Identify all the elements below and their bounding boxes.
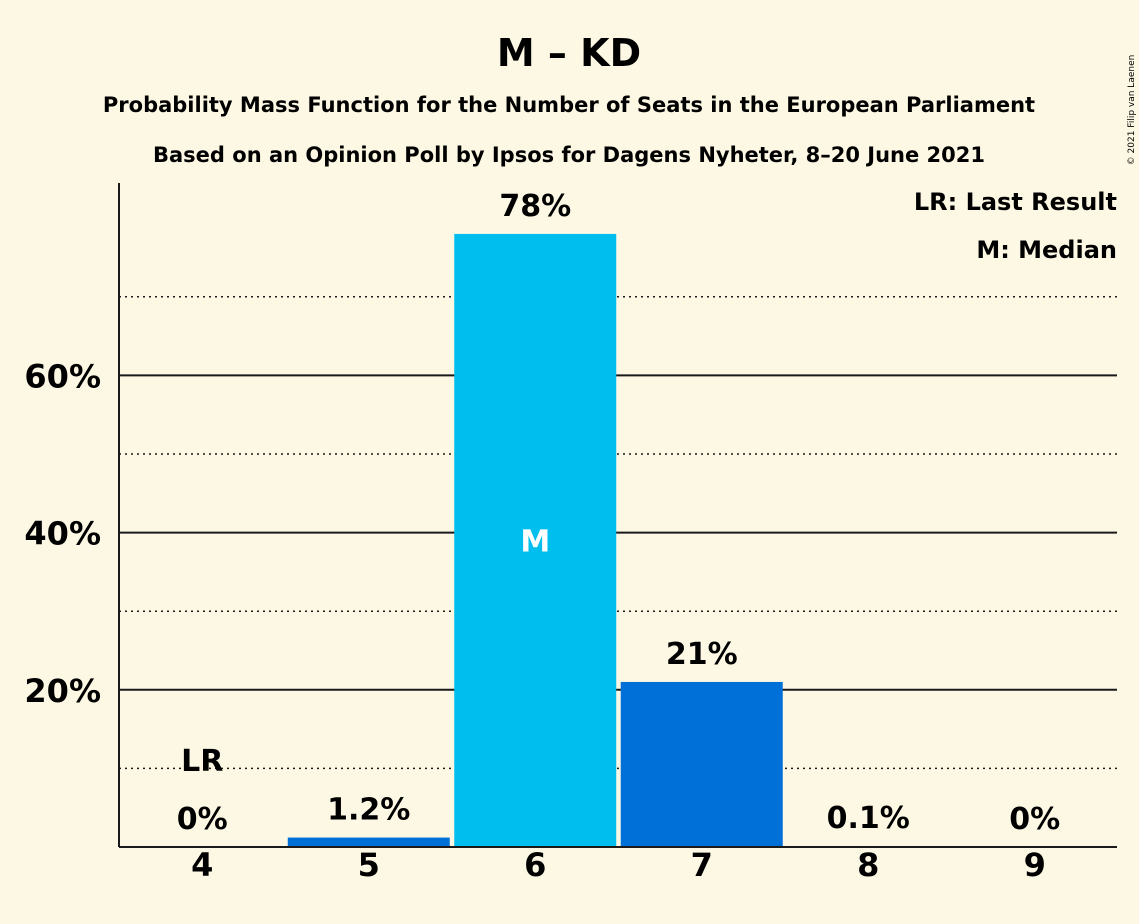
x-tick-label: 9 — [1024, 846, 1046, 884]
data-label: 0% — [177, 802, 228, 837]
data-label: 0.1% — [827, 801, 910, 836]
chart-title: M – KD — [497, 31, 641, 75]
bar — [454, 233, 617, 848]
data-label: 0% — [1009, 802, 1060, 837]
data-label: 78% — [499, 189, 571, 224]
bar — [287, 837, 450, 847]
y-tick-label: 60% — [24, 357, 101, 395]
axes: 20% 40% 60% 4 5 6 7 8 9 — [24, 183, 1117, 884]
data-label: 21% — [666, 637, 738, 672]
legend-last-result: LR: Last Result — [914, 188, 1117, 216]
legend-median: M: Median — [976, 236, 1117, 264]
y-tick-label: 20% — [24, 672, 101, 710]
median-marker: M — [520, 524, 550, 559]
chart-subtitle-1: Probability Mass Function for the Number… — [103, 93, 1035, 117]
bars — [287, 233, 950, 848]
x-tick-label: 5 — [358, 846, 380, 884]
data-labels: 0% LR 1.2% 78% M 21% 0.1% 0% — [177, 189, 1060, 837]
gridlines — [119, 296, 1117, 770]
bar — [620, 681, 783, 847]
x-tick-label: 4 — [191, 846, 213, 884]
x-tick-label: 8 — [857, 846, 879, 884]
copyright-notice: © 2021 Filip van Laenen — [1127, 55, 1137, 166]
data-label: 1.2% — [327, 793, 410, 828]
chart-subtitle-2: Based on an Opinion Poll by Ipsos for Da… — [153, 143, 985, 167]
x-tick-label: 7 — [691, 846, 713, 884]
y-tick-label: 40% — [24, 515, 101, 553]
x-tick-label: 6 — [524, 846, 546, 884]
last-result-marker: LR — [181, 744, 223, 779]
